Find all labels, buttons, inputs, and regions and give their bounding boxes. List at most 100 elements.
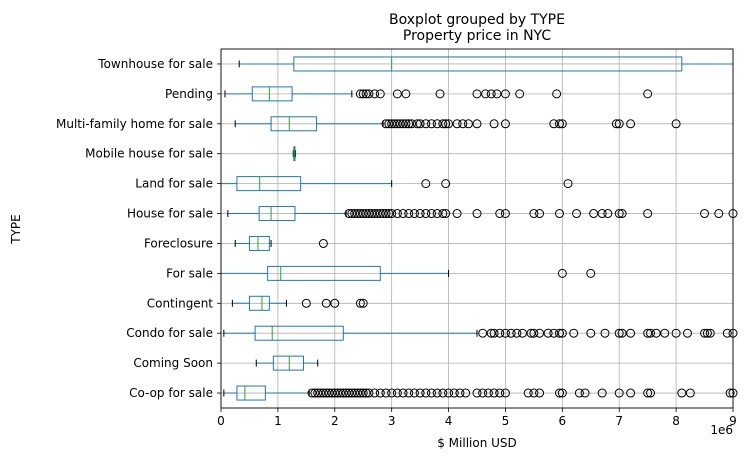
x-tick-label: 5 [502, 414, 510, 428]
outlier-point [353, 209, 363, 219]
outlier-point [617, 328, 627, 338]
outlier-point [415, 119, 425, 129]
outlier-point [671, 119, 681, 129]
outlier-point [361, 388, 371, 398]
outlier-point [409, 388, 419, 398]
outlier-point [557, 268, 567, 278]
outlier-point [617, 209, 627, 219]
outlier-point [529, 209, 539, 219]
outlier-point [438, 119, 448, 129]
outlier-point [478, 388, 488, 398]
outlier-point [370, 89, 380, 99]
outlier-point [535, 209, 545, 219]
outlier-point [535, 328, 545, 338]
outlier-point [543, 328, 553, 338]
box-group [255, 355, 319, 371]
box-layer [221, 56, 738, 401]
outlier-point [714, 209, 724, 219]
outlier-point [364, 388, 374, 398]
outlier-point [355, 209, 365, 219]
outlier-point [586, 268, 596, 278]
outlier-point [554, 209, 564, 219]
outlier-point [441, 119, 451, 129]
outlier-point [421, 119, 431, 129]
outlier-point [307, 388, 317, 398]
y-tick-label: House for sale [127, 207, 213, 221]
outlier-point [350, 388, 360, 398]
outlier-point [333, 388, 343, 398]
outlier-point [705, 328, 715, 338]
box-iqr [254, 325, 344, 341]
outlier-point [572, 209, 582, 219]
grid-layer [220, 49, 734, 408]
outlier-point [461, 388, 471, 398]
outlier-point [318, 238, 328, 248]
box-group [234, 235, 328, 251]
box-iqr [272, 355, 304, 371]
box-iqr [251, 86, 293, 102]
outlier-point [478, 328, 488, 338]
outlier-point [646, 388, 656, 398]
outlier-point [435, 89, 445, 99]
outlier-point [472, 209, 482, 219]
outlier-point [646, 328, 656, 338]
outlier-point [401, 89, 411, 99]
outlier-point [432, 209, 442, 219]
outlier-point [392, 89, 402, 99]
chart-title: Property price in NYC [403, 28, 551, 44]
outlier-point [486, 328, 496, 338]
box-iqr [248, 295, 270, 311]
outlier-point [611, 119, 621, 129]
x-tick-label: 1 [274, 414, 282, 428]
outlier-point [384, 209, 394, 219]
outlier-point [355, 388, 365, 398]
outlier-point [301, 298, 311, 308]
outlier-point [452, 119, 462, 129]
outlier-point [702, 328, 712, 338]
box-iqr [236, 176, 302, 192]
outlier-point [685, 388, 695, 398]
outlier-point [358, 89, 368, 99]
outlier-point [643, 89, 653, 99]
outlier-point [586, 328, 596, 338]
outlier-point [426, 119, 436, 129]
outlier-point [364, 89, 374, 99]
outlier-point [549, 119, 559, 129]
y-tick-label: Foreclosure [144, 236, 213, 250]
box-iqr [293, 56, 683, 72]
outlier-point [597, 209, 607, 219]
outlier-point [372, 209, 382, 219]
outlier-point [554, 328, 564, 338]
y-tick-label: Pending [165, 87, 213, 101]
outlier-point [358, 298, 368, 308]
x-tick-label: 7 [615, 414, 623, 428]
outlier-point [370, 209, 380, 219]
y-tick-label: Contingent [147, 296, 214, 310]
y-tick-label: Mobile house for sale [85, 147, 213, 161]
outlier-point [404, 388, 414, 398]
outlier-point [347, 388, 357, 398]
x-offset-label: 1e6 [710, 423, 733, 437]
outlier-point [350, 209, 360, 219]
outlier-point [381, 388, 391, 398]
outlier-point [600, 328, 610, 338]
outlier-point [392, 119, 402, 129]
outlier-point [458, 119, 468, 129]
outlier-point [492, 89, 502, 99]
y-tick-label: Coming Soon [133, 356, 213, 370]
outlier-point [626, 328, 636, 338]
outlier-point [438, 209, 448, 219]
outlier-point [614, 328, 624, 338]
outlier-point [358, 388, 368, 398]
outlier-point [500, 89, 510, 99]
outlier-point [495, 209, 505, 219]
outlier-point [472, 388, 482, 398]
outlier-point [523, 388, 533, 398]
outlier-point [421, 209, 431, 219]
outlier-point [626, 119, 636, 129]
outlier-point [489, 119, 499, 129]
outlier-point [358, 209, 368, 219]
outlier-point [327, 388, 337, 398]
outlier-point [495, 328, 505, 338]
